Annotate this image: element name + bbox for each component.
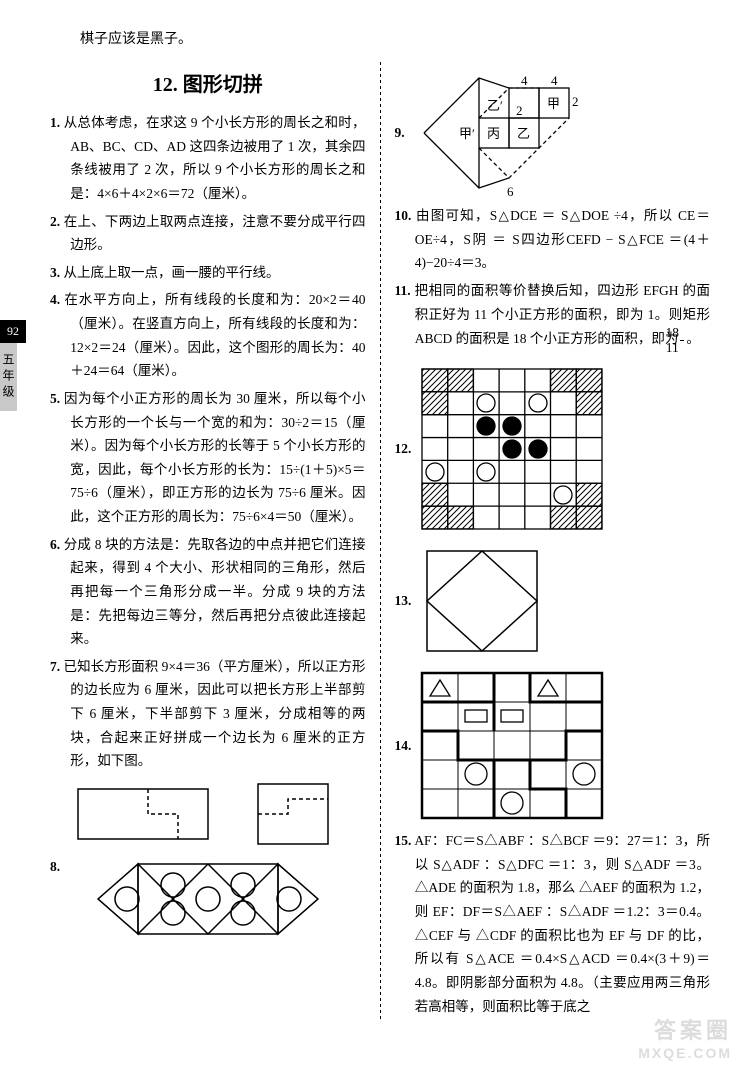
problem-10: 10. 由图可知，S△DCE ＝ S△DOE ÷4，所以 CE＝OE÷4，S阴 … xyxy=(395,204,711,275)
fraction: 1811 xyxy=(680,326,684,354)
svg-text:乙′: 乙′ xyxy=(487,98,503,113)
left-column: 12. 图形切拼 1. 从总体考虑，在求这 9 个小长方形的周长之和时，AB、B… xyxy=(50,62,366,1022)
column-divider xyxy=(380,62,381,1022)
svg-text:甲: 甲 xyxy=(547,96,560,111)
side-tab: 92 五年级 xyxy=(0,320,26,411)
figure-9: 乙′ 甲′ 丙 乙 甲 2 4 4 2 6 xyxy=(409,68,589,198)
page-number: 92 xyxy=(0,320,26,343)
problem-text: 分成 8 块的方法是：先取各边的中点并把它们连接起来，得到 4 个大小、形状相同… xyxy=(64,537,366,647)
problem-num: 2. xyxy=(50,214,60,229)
section-title: 12. 图形切拼 xyxy=(50,68,366,97)
problem-6: 6. 分成 8 块的方法是：先取各边的中点并把它们连接起来，得到 4 个大小、形… xyxy=(50,533,366,651)
problem-num: 1. xyxy=(50,115,60,130)
right-column: 9. 乙′ 甲 xyxy=(395,62,711,1022)
problem-3: 3. 从上底上取一点，画一腰的平行线。 xyxy=(50,261,366,285)
top-carryover-line: 棋子应该是黑子。 xyxy=(80,28,710,48)
problem-2: 2. 在上、下两边上取两点连接，注意不要分成平行四边形。 xyxy=(50,210,366,257)
problem-text: 由图可知，S△DCE ＝ S△DOE ÷4，所以 CE＝OE÷4，S阴 ＝ S四… xyxy=(415,208,710,270)
problem-text: 。 xyxy=(686,331,700,346)
grade-label: 五年级 xyxy=(0,343,17,411)
svg-text:2: 2 xyxy=(572,94,579,109)
figure-13 xyxy=(417,546,547,656)
problem-num: 11. xyxy=(395,283,411,298)
problem-num: 4. xyxy=(50,292,60,307)
figure-7 xyxy=(50,779,366,849)
figure-12 xyxy=(417,364,607,534)
svg-text:乙: 乙 xyxy=(517,126,530,141)
problem-num: 5. xyxy=(50,391,60,406)
problem-num: 14. xyxy=(395,738,412,754)
problem-11: 11. 把相同的面积等价替换后知，四边形 EFGH 的面积正好为 11 个小正方… xyxy=(395,279,711,354)
svg-text:4: 4 xyxy=(521,73,528,88)
problem-num: 8. xyxy=(50,859,60,874)
problem-num: 13. xyxy=(395,593,412,609)
problem-text: 因为每个小正方形的周长为 30 厘米，所以每个小长方形的一个长与一个宽的和为：3… xyxy=(64,391,365,524)
svg-text:6: 6 xyxy=(507,184,514,198)
problem-text: 从上底上取一点，画一腰的平行线。 xyxy=(64,265,280,280)
problem-text: 在水平方向上，所有线段的长度和为：20×2＝40（厘米）。在竖直方向上，所有线段… xyxy=(64,292,365,378)
problem-text: 已知长方形面积 9×4＝36（平方厘米），所以正方形的边长应为 6 厘米，因此可… xyxy=(64,659,366,769)
problem-text: 从总体考虑，在求这 9 个小长方形的周长之和时，AB、BC、CD、AD 这四条边… xyxy=(64,115,366,201)
problem-text: 在上、下两边上取两点连接，注意不要分成平行四边形。 xyxy=(64,214,366,253)
problem-num: 15. xyxy=(395,833,412,848)
problem-text: AF：FC＝S△ABF ：S△BCF ＝9：27＝1：3，所以 S△ADF ：S… xyxy=(414,833,710,1013)
problem-4: 4. 在水平方向上，所有线段的长度和为：20×2＝40（厘米）。在竖直方向上，所… xyxy=(50,288,366,383)
problem-7: 7. 已知长方形面积 9×4＝36（平方厘米），所以正方形的边长应为 6 厘米，… xyxy=(50,655,366,773)
problem-num: 10. xyxy=(395,208,412,223)
problem-15: 15. AF：FC＝S△ABF ：S△BCF ＝9：27＝1：3，所以 S△AD… xyxy=(395,829,711,1018)
figure-8 xyxy=(50,859,366,939)
problem-num: 6. xyxy=(50,537,60,552)
problem-num: 7. xyxy=(50,659,60,674)
svg-text:2: 2 xyxy=(516,103,523,118)
problem-num: 3. xyxy=(50,265,60,280)
problem-num: 9. xyxy=(395,125,405,141)
problem-num: 12. xyxy=(395,441,412,457)
figure-14 xyxy=(417,668,607,823)
problem-1: 1. 从总体考虑，在求这 9 个小长方形的周长之和时，AB、BC、CD、AD 这… xyxy=(50,111,366,206)
svg-text:4: 4 xyxy=(551,73,558,88)
svg-text:丙: 丙 xyxy=(487,126,500,141)
svg-text:甲′: 甲′ xyxy=(459,126,475,141)
problem-5: 5. 因为每个小正方形的周长为 30 厘米，所以每个小长方形的一个长与一个宽的和… xyxy=(50,387,366,529)
